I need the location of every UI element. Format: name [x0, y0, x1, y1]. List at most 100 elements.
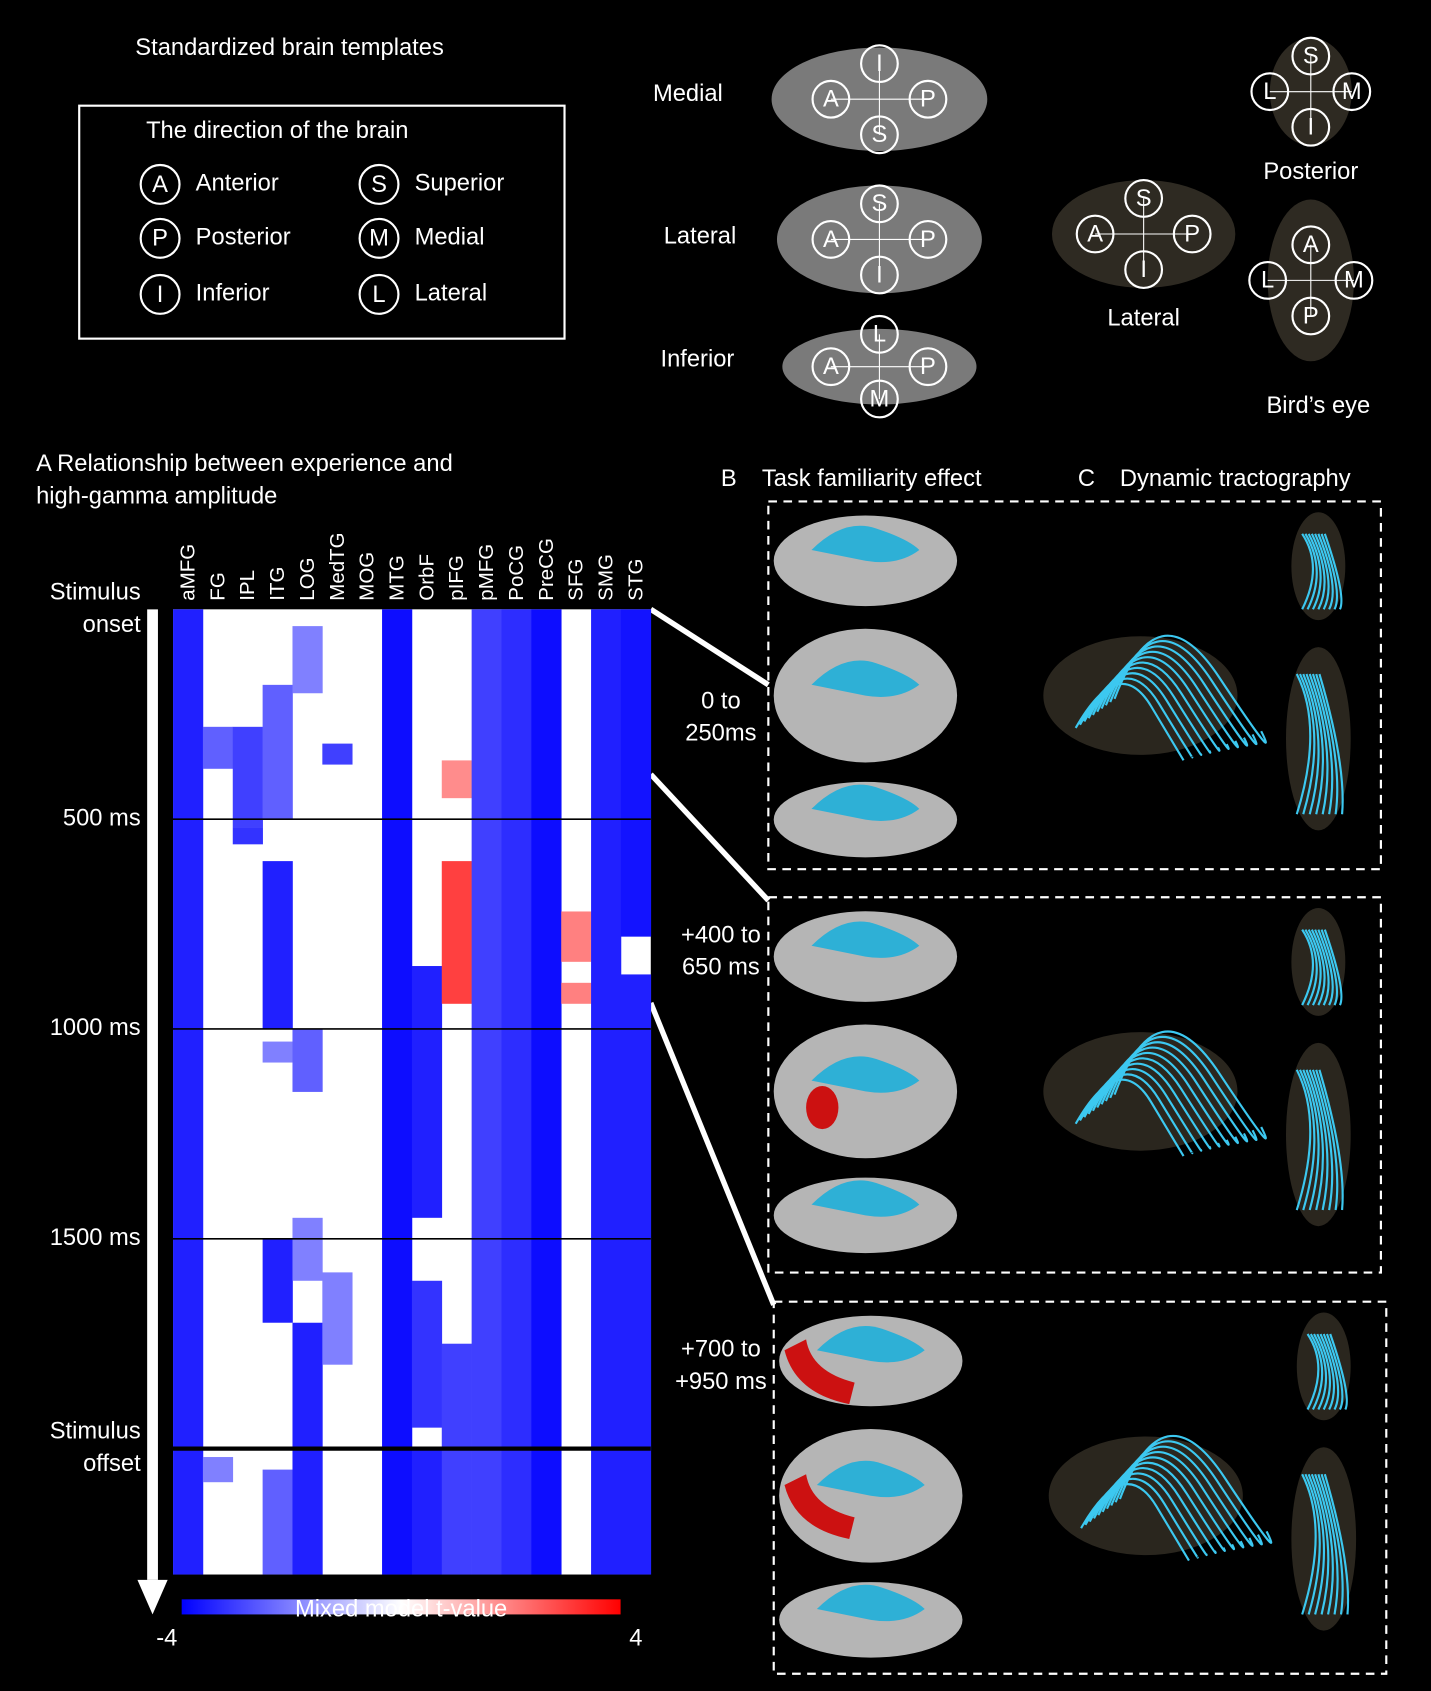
panel-letter: C	[1078, 466, 1095, 492]
heatmap-cell	[411, 966, 443, 1218]
direction-circle	[139, 217, 181, 259]
activation-patch	[784, 1474, 855, 1539]
direction-circle	[1332, 72, 1372, 112]
direction-circle	[860, 379, 899, 419]
direction-circle	[860, 255, 899, 295]
direction-letter: P	[152, 226, 168, 252]
heatmap-cell	[202, 726, 234, 769]
window-label: +950 ms	[675, 1369, 767, 1395]
brain-surface	[773, 1024, 958, 1159]
time-label: Stimulus	[50, 579, 141, 605]
heatmap-cell	[471, 609, 502, 1575]
direction-circle	[1124, 179, 1164, 218]
direction-circle	[811, 79, 851, 119]
activation-patch	[811, 1180, 920, 1217]
region-label: pMFG	[475, 544, 498, 601]
window-label: +700 to	[681, 1336, 761, 1362]
time-label: 1000 ms	[50, 1015, 141, 1041]
tracts	[1301, 1333, 1350, 1615]
region-label: ITG	[266, 567, 289, 601]
heatmap-cell	[322, 1272, 353, 1365]
heatmap-cell	[292, 1028, 323, 1092]
view-label: Medial	[653, 81, 723, 107]
direction-letter: L	[1263, 79, 1276, 105]
activation-patch	[816, 1325, 925, 1363]
direction-letter: S	[872, 191, 888, 217]
heatmap-cell	[262, 684, 293, 820]
heatmap-cell	[262, 1238, 293, 1323]
heatmap-cell	[591, 609, 622, 1575]
direction-letter: I	[876, 51, 883, 77]
tracts	[1074, 1030, 1267, 1157]
view-label: Lateral	[1107, 305, 1180, 331]
tracts	[1074, 634, 1267, 761]
heatmap-cell	[292, 626, 323, 694]
heatmap-cell	[561, 982, 592, 1004]
direction-circle	[860, 184, 899, 224]
direction-circle	[1291, 107, 1331, 147]
direction-letter: S	[1136, 186, 1152, 212]
colorbar	[181, 1599, 621, 1615]
direction-circle	[1291, 225, 1331, 265]
region-label: IPL	[236, 570, 259, 601]
direction-letter: S	[371, 172, 387, 198]
direction-circle	[908, 220, 948, 259]
direction-letter: S	[872, 122, 888, 148]
heatmap-cell	[262, 861, 293, 1029]
direction-circle	[908, 347, 948, 387]
heatmap-cell	[620, 974, 652, 1575]
direction-circle	[1248, 260, 1288, 300]
direction-circle	[860, 44, 899, 84]
activation-patch	[816, 1584, 925, 1622]
direction-name: Medial	[415, 225, 485, 251]
time-label: offset	[83, 1451, 141, 1477]
direction-circle	[1291, 296, 1331, 336]
brain-lateral	[1043, 636, 1238, 755]
direction-letter: L	[372, 282, 385, 308]
direction-letter: A	[1303, 232, 1319, 258]
heatmap-cell	[441, 1343, 472, 1575]
heatmap-cell	[232, 726, 263, 828]
region-label: MOG	[356, 552, 379, 601]
connectors	[648, 607, 777, 1306]
direction-circle	[811, 347, 851, 387]
region-label: aMFG	[176, 544, 199, 601]
panel-a-title: A Relationship between experience and	[36, 451, 453, 477]
direction-letter: M	[870, 386, 890, 412]
direction-circle	[860, 314, 899, 354]
heatmap-cell	[262, 1041, 293, 1063]
heatmap-cell	[202, 1457, 234, 1483]
direction-circle	[908, 79, 948, 119]
colorbar-title: Mixed model t-value	[295, 1596, 507, 1622]
direction-name: Lateral	[415, 281, 488, 307]
colorbar-tick-label: 4	[629, 1626, 642, 1652]
region-label: FG	[206, 572, 229, 600]
panel-title: Dynamic tractography	[1120, 466, 1351, 492]
tracts	[1080, 1434, 1273, 1562]
direction-letter: A	[1087, 221, 1103, 247]
region-label: MTG	[385, 555, 408, 601]
region-label: SFG	[565, 559, 588, 601]
activation-patch	[811, 784, 920, 821]
region-label: pIFG	[445, 555, 468, 601]
time-arrow-head	[137, 1579, 168, 1615]
direction-letter: A	[823, 354, 839, 380]
time-label: Stimulus	[50, 1419, 141, 1445]
legend-title: The direction of the brain	[146, 118, 408, 144]
heatmap-cell	[620, 609, 652, 937]
tracts	[1295, 929, 1344, 1211]
activation-patch	[811, 921, 920, 958]
direction-circle	[1250, 72, 1290, 112]
heatmap-cell	[232, 827, 263, 845]
direction-circle	[1291, 36, 1331, 76]
heatmap-cell	[501, 609, 532, 1575]
direction-letter: I	[1140, 257, 1147, 283]
activation-patch	[816, 1460, 925, 1498]
window-label: 250ms	[685, 721, 756, 747]
direction-name: Anterior	[196, 171, 279, 197]
tracts	[1295, 533, 1344, 815]
heatmap-cell	[411, 1280, 443, 1428]
direction-letter: I	[157, 282, 164, 308]
